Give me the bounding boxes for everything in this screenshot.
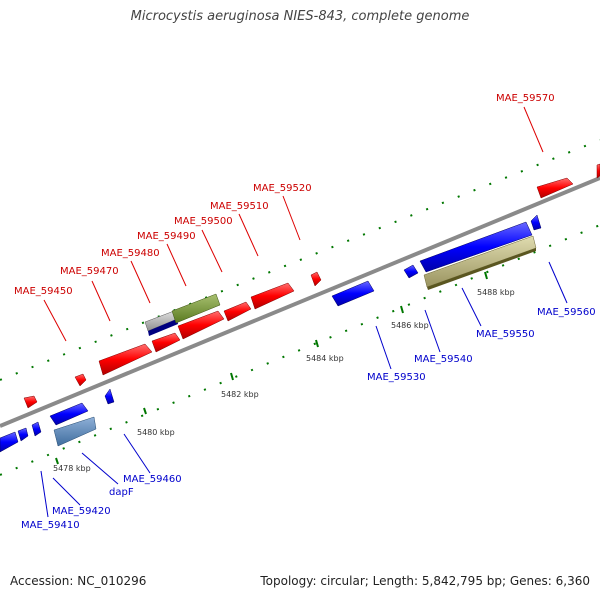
- tick-label: 5486 kbp: [391, 321, 429, 330]
- gene-feature[interactable]: [151, 332, 181, 353]
- tick-label: 5484 kbp: [306, 354, 344, 363]
- gene-feature[interactable]: [530, 214, 542, 231]
- forward-guide: [0, 139, 600, 381]
- gene-feature[interactable]: [403, 264, 419, 279]
- gene-label[interactable]: dapF: [109, 487, 134, 498]
- gene-feature[interactable]: [177, 310, 225, 340]
- gene-feature[interactable]: [49, 402, 89, 426]
- reverse-genes: [0, 214, 542, 453]
- gene-feature[interactable]: [53, 416, 97, 447]
- gene-feature[interactable]: [536, 177, 574, 199]
- gene-feature[interactable]: [148, 319, 178, 336]
- gene-label[interactable]: MAE_59570: [496, 93, 555, 104]
- gene-feature[interactable]: [596, 163, 600, 179]
- topology-text: Topology: circular; Length: 5,842,795 bp…: [260, 574, 590, 588]
- tick-label: 5488 kbp: [477, 288, 515, 297]
- gene-feature[interactable]: [0, 431, 19, 453]
- gene-label[interactable]: MAE_59520: [253, 183, 312, 194]
- gene-label[interactable]: MAE_59470: [60, 266, 119, 277]
- gene-label[interactable]: MAE_59560: [537, 307, 596, 318]
- gene-label[interactable]: MAE_59460: [123, 474, 182, 485]
- gene-feature[interactable]: [310, 271, 322, 287]
- reverse-guide: [0, 224, 600, 476]
- gene-label[interactable]: MAE_59500: [174, 216, 233, 227]
- gene-label[interactable]: MAE_59410: [21, 520, 80, 531]
- gene-feature[interactable]: [17, 427, 29, 442]
- gene-feature[interactable]: [98, 343, 153, 376]
- gene-feature[interactable]: [223, 301, 252, 322]
- reverse-label-lines: [40, 261, 568, 518]
- gene-label[interactable]: MAE_59450: [14, 286, 73, 297]
- gene-feature[interactable]: [31, 421, 42, 437]
- tick-labels: 5478 kbp 5480 kbp 5482 kbp 5484 kbp 5486…: [53, 288, 515, 473]
- gene-label[interactable]: MAE_59530: [367, 372, 426, 383]
- genome-title: Microcystis aeruginosa NIES-843, complet…: [130, 9, 470, 24]
- gene-label[interactable]: MAE_59480: [101, 248, 160, 259]
- gene-feature[interactable]: [427, 248, 536, 290]
- tick-label: 5478 kbp: [53, 464, 91, 473]
- gene-label[interactable]: MAE_59550: [476, 329, 535, 340]
- gene-feature[interactable]: [250, 282, 295, 310]
- gene-label[interactable]: MAE_59420: [52, 506, 111, 517]
- tick-marks: [55, 271, 488, 465]
- gene-feature[interactable]: [419, 221, 533, 273]
- gene-feature[interactable]: [104, 388, 115, 405]
- genome-backbone: [0, 176, 600, 428]
- gene-feature[interactable]: [74, 373, 87, 387]
- gene-feature[interactable]: [171, 293, 221, 324]
- forward-labels: MAE_59450 MAE_59470 MAE_59480 MAE_59490 …: [14, 93, 555, 297]
- gene-label[interactable]: MAE_59540: [414, 354, 473, 365]
- tick-label: 5480 kbp: [137, 428, 175, 437]
- gene-label[interactable]: MAE_59510: [210, 201, 269, 212]
- accession-text: Accession: NC_010296: [10, 574, 147, 588]
- gene-label[interactable]: MAE_59490: [137, 231, 196, 242]
- reverse-labels: MAE_59410 MAE_59420 dapF MAE_59460 MAE_5…: [21, 307, 596, 531]
- gene-feature[interactable]: [23, 395, 38, 409]
- gene-feature[interactable]: [331, 280, 375, 307]
- forward-label-lines: [43, 106, 544, 342]
- tick-label: 5482 kbp: [221, 390, 259, 399]
- forward-genes: [23, 163, 600, 409]
